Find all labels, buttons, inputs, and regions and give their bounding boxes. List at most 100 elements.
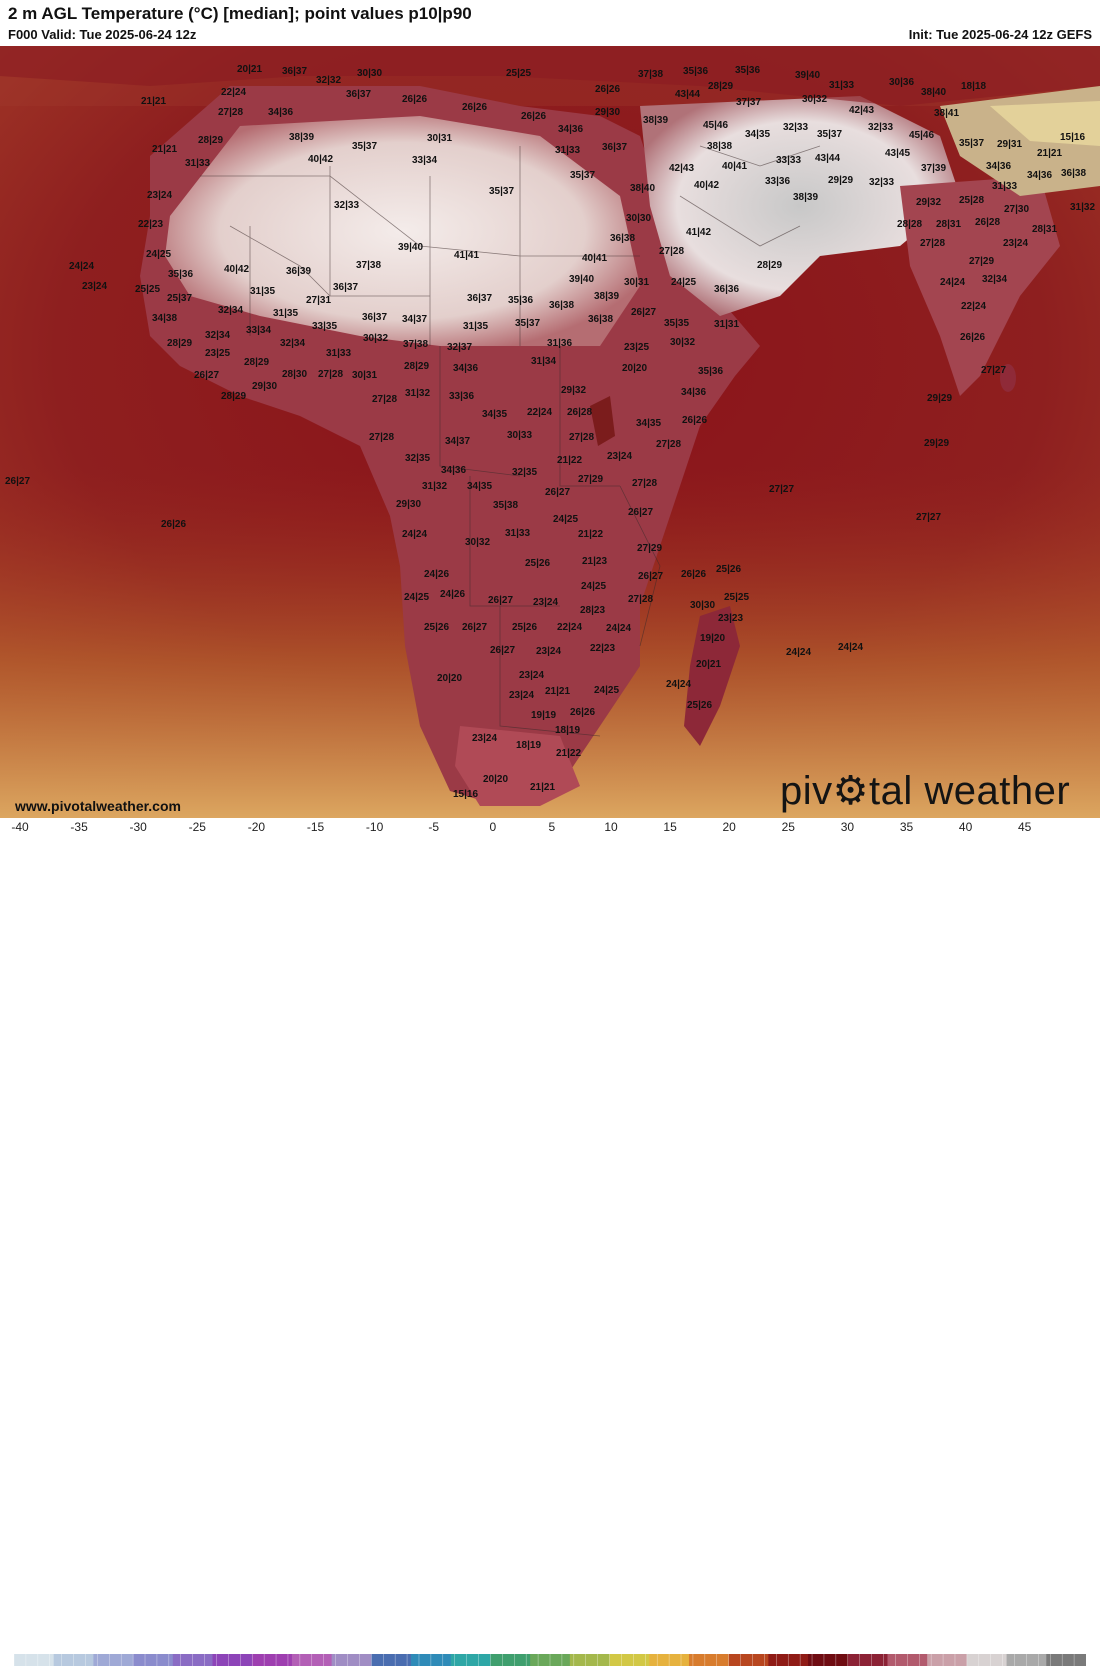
point-value: 24|25: [553, 514, 579, 525]
point-value: 23|23: [718, 613, 744, 624]
point-value: 28|28: [897, 219, 923, 230]
website-label[interactable]: www.pivotalweather.com: [15, 798, 181, 814]
point-value: 33|35: [312, 321, 338, 332]
point-value: 31|33: [185, 158, 211, 169]
point-value: 20|20: [622, 363, 648, 374]
point-value: 36|37: [282, 66, 308, 77]
colorbar-tick-label: -30: [129, 820, 147, 834]
point-value: 21|21: [530, 782, 556, 793]
colorbar-tick-label: -15: [306, 820, 325, 834]
colorbar-tick-label: 15: [663, 820, 677, 834]
colorbar-tick-label: -40: [11, 820, 29, 834]
point-value: 18|18: [961, 81, 987, 92]
point-value: 25|28: [959, 195, 985, 206]
colorbar-swatch: [212, 1654, 253, 1666]
point-value: 28|31: [1032, 224, 1058, 235]
colorbar-swatch: [887, 1654, 928, 1666]
point-value: 18|19: [516, 740, 542, 751]
point-value: 15|16: [1060, 132, 1086, 143]
point-value: 36|38: [549, 300, 575, 311]
point-value: 29|29: [828, 175, 854, 186]
point-value: 28|29: [167, 338, 193, 349]
point-value: 31|32: [1070, 202, 1096, 213]
temperature-map[interactable]: 20|21 36|37 30|30 25|25 37|38 35|36 35|36 39|40…: [0, 46, 1100, 818]
colorbar-swatch: [252, 1654, 293, 1666]
point-value: 41|41: [454, 250, 480, 261]
point-value: 36|37: [602, 142, 628, 153]
point-value: 22|23: [138, 219, 164, 230]
point-value: 34|35: [745, 129, 771, 140]
point-value: 20|20: [483, 774, 509, 785]
point-value: 26|27: [490, 645, 516, 656]
point-value: 26|27: [462, 622, 488, 633]
point-value: 22|24: [961, 301, 987, 312]
point-value: 36|37: [333, 282, 359, 293]
point-value: 33|34: [412, 155, 438, 166]
point-value: 24|24: [69, 261, 95, 272]
point-value: 31|33: [326, 348, 352, 359]
init-time: Init: Tue 2025-06-24 12z GEFS: [908, 27, 1092, 42]
point-value: 24|24: [940, 277, 966, 288]
point-value: 33|36: [449, 391, 475, 402]
point-value: 36|37: [346, 89, 372, 100]
point-value: 43|44: [675, 89, 701, 100]
point-value: 36|36: [714, 284, 740, 295]
point-value: 38|41: [934, 108, 960, 119]
point-value: 28|29: [244, 357, 270, 368]
point-value: 26|27: [631, 307, 657, 318]
colorbar-swatch: [371, 1654, 412, 1666]
point-value: 40|41: [582, 253, 608, 264]
point-value: 25|26: [687, 700, 713, 711]
colorbar-swatch: [490, 1654, 531, 1666]
point-value: 31|32: [405, 388, 431, 399]
point-value: 36|38: [1061, 168, 1087, 179]
point-value: 31|33: [505, 528, 531, 539]
point-value: 21|21: [1037, 148, 1063, 159]
point-value: 29|30: [396, 499, 422, 510]
point-value: 31|32: [422, 481, 448, 492]
point-value: 23|24: [536, 646, 562, 657]
point-value: 32|33: [869, 177, 895, 188]
point-value: 27|28: [218, 107, 244, 118]
point-value: 26|27: [5, 476, 31, 487]
colorbar-tick-label: 30: [840, 820, 855, 834]
colorbar-swatch: [133, 1654, 174, 1666]
point-value: 35|37: [959, 138, 985, 149]
colorbar-swatch: [966, 1654, 1008, 1666]
point-value: 30|31: [352, 370, 378, 381]
point-value: 41|42: [686, 227, 712, 238]
point-value: 26|26: [960, 332, 986, 343]
colorbar-swatch: [649, 1654, 690, 1666]
point-value: 29|30: [252, 381, 278, 392]
point-value: 30|30: [357, 68, 383, 79]
point-value: 24|25: [581, 581, 607, 592]
colorbar: -40 -35 -30 -25 -20 -15 -10 -5 0 5 10 15 20 25 30 35 40 4…: [0, 818, 1100, 1666]
point-value: 28|30: [282, 369, 308, 380]
point-value: 26|26: [521, 111, 547, 122]
point-value: 27|28: [318, 369, 344, 380]
point-value: 32|35: [405, 453, 431, 464]
point-value: 31|34: [531, 356, 557, 367]
map-background: [0, 46, 1100, 818]
point-value: 26|28: [567, 407, 593, 418]
brand-text-pre: piv: [780, 769, 833, 813]
colorbar-tick-label: -25: [188, 820, 206, 834]
point-value: 38|40: [630, 183, 656, 194]
point-value: 35|36: [508, 295, 534, 306]
point-value: 39|40: [569, 274, 595, 285]
point-value: 28|29: [757, 260, 783, 271]
point-value: 24|25: [594, 685, 620, 696]
point-value: 27|28: [632, 478, 658, 489]
point-value: 27|27: [981, 365, 1007, 376]
point-value: 23|24: [82, 281, 108, 292]
point-value: 30|32: [670, 337, 696, 348]
point-value: 25|26: [512, 622, 538, 633]
point-value: 31|36: [547, 338, 573, 349]
header: 2 m AGL Temperature (°C) [median]; point…: [0, 0, 1100, 46]
point-value: 27|29: [969, 256, 995, 267]
point-value: 23|24: [147, 190, 173, 201]
point-value: 35|36: [683, 66, 709, 77]
point-value: 45|46: [703, 120, 729, 131]
point-value: 26|27: [638, 571, 664, 582]
point-value: 35|38: [493, 500, 519, 511]
